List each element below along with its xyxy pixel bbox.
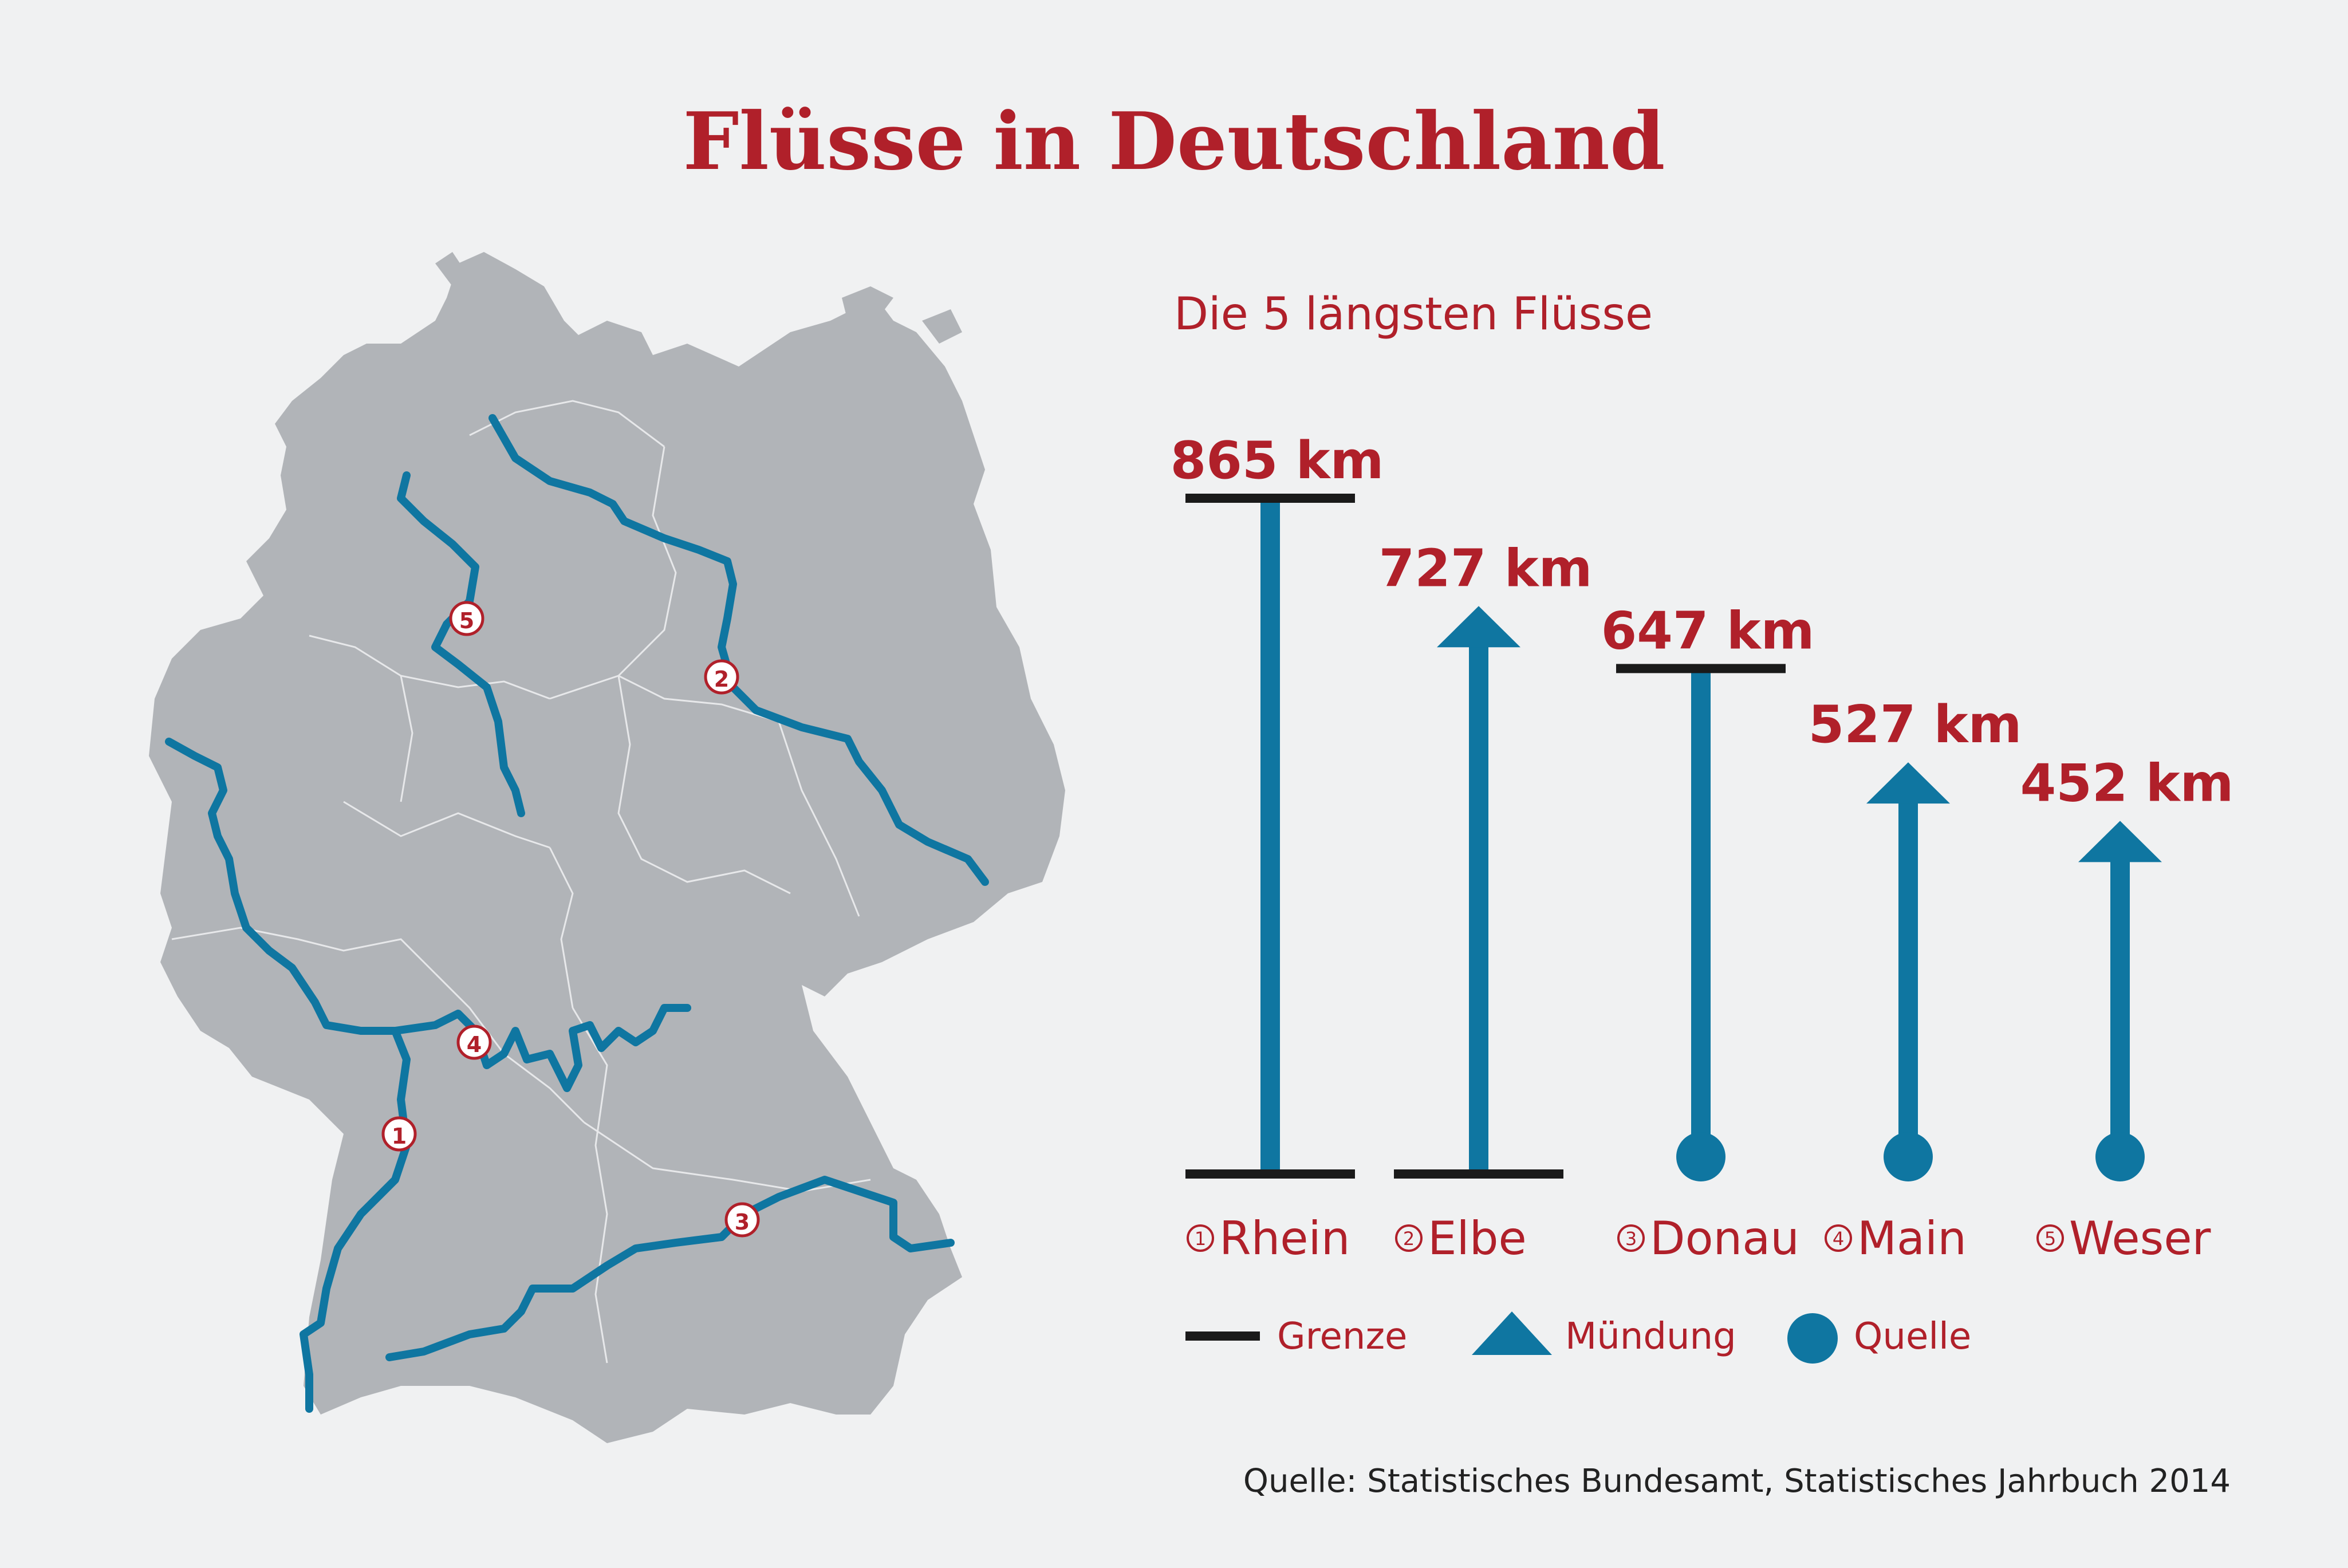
map-marker-4: 4 xyxy=(456,1025,492,1060)
number-label-rhein: 1 xyxy=(1195,1228,1206,1250)
value-label-elbe: 727 km xyxy=(1379,538,1593,598)
number-label-weser: 5 xyxy=(2044,1228,2056,1250)
quelle-marker-main xyxy=(1884,1132,1933,1181)
number-circle-rhein xyxy=(1187,1224,1214,1252)
map-marker-3: 3 xyxy=(724,1202,760,1238)
bar-elbe xyxy=(1469,640,1488,1174)
bar-main xyxy=(1898,797,1918,1157)
map-marker-2: 2 xyxy=(704,659,739,695)
river-length-chart: 865 km 1 Rhein 727 km 2 Elbe 647 km 3 Donau 527 k… xyxy=(1171,431,2234,1265)
svg-text:5: 5 xyxy=(459,608,474,633)
legend-muendung-symbol xyxy=(1472,1311,1552,1355)
river-rhein xyxy=(165,738,411,1413)
source-note: Quelle: Statistisches Bundesamt, Statist… xyxy=(1243,1463,2231,1500)
muendung-marker-elbe xyxy=(1437,606,1520,648)
legend-muendung-label: Mündung xyxy=(1565,1315,1736,1358)
muendung-marker-weser xyxy=(2078,821,2162,862)
river-weser xyxy=(397,471,525,817)
legend-grenze-symbol xyxy=(1185,1331,1260,1341)
legend-quelle-symbol xyxy=(1787,1313,1838,1364)
river-donau xyxy=(385,1176,955,1361)
svg-text:3: 3 xyxy=(735,1210,750,1235)
muendung-marker-main xyxy=(1866,762,1950,804)
map-marker-1: 1 xyxy=(381,1116,417,1152)
river-name-rhein: Rhein xyxy=(1219,1212,1350,1265)
island-2 xyxy=(842,286,893,321)
island-3 xyxy=(922,309,962,344)
number-circle-weser xyxy=(2036,1224,2064,1252)
quelle-marker-donau xyxy=(1676,1132,1725,1181)
grenze-top-marker-rhein xyxy=(1185,494,1355,503)
bar-weser xyxy=(2110,855,2130,1157)
map-marker-5: 5 xyxy=(449,601,484,636)
bar-rhein xyxy=(1260,498,1280,1174)
value-label-main: 527 km xyxy=(1809,695,2022,755)
river-name-elbe: Elbe xyxy=(1428,1212,1527,1265)
number-label-main: 4 xyxy=(1833,1228,1844,1250)
value-label-rhein: 865 km xyxy=(1171,431,1384,491)
chart-subtitle: Die 5 längsten Flüsse xyxy=(1174,289,1653,340)
river-name-main: Main xyxy=(1857,1212,1967,1265)
svg-text:1: 1 xyxy=(392,1124,407,1149)
germany-map: 1 2 3 4 5 xyxy=(149,252,1065,1443)
bar-donau xyxy=(1691,668,1711,1157)
value-label-weser: 452 km xyxy=(2020,753,2234,813)
river-name-weser: Weser xyxy=(2069,1212,2211,1265)
grenze-bottom-marker-rhein xyxy=(1185,1169,1355,1179)
river-elbe xyxy=(488,414,989,886)
germany-land xyxy=(149,252,1065,1443)
legend-grenze-label: Grenze xyxy=(1277,1315,1407,1358)
grenze-top-marker-donau xyxy=(1616,664,1786,673)
legend-quelle-label: Quelle xyxy=(1854,1315,1971,1358)
number-circle-main xyxy=(1825,1224,1852,1252)
river-name-donau: Donau xyxy=(1650,1212,1799,1265)
grenze-bottom-marker-elbe xyxy=(1394,1169,1563,1179)
island-1 xyxy=(435,252,464,286)
state-boundaries xyxy=(171,400,871,1364)
page-title: Flüsse in Deutschland xyxy=(683,94,1665,188)
legend: Grenze Mündung Quelle xyxy=(1185,1311,1971,1364)
quelle-marker-weser xyxy=(2095,1132,2145,1181)
number-label-elbe: 2 xyxy=(1403,1228,1415,1250)
svg-text:4: 4 xyxy=(467,1032,482,1057)
number-label-donau: 3 xyxy=(1625,1228,1637,1250)
svg-text:2: 2 xyxy=(714,667,729,692)
number-circle-donau xyxy=(1617,1224,1645,1252)
value-label-donau: 647 km xyxy=(1601,601,1815,661)
number-circle-elbe xyxy=(1395,1224,1423,1252)
